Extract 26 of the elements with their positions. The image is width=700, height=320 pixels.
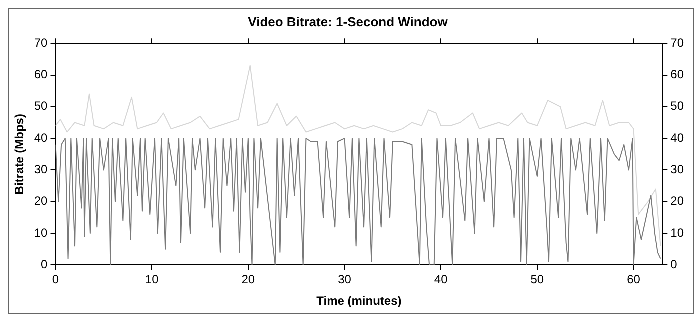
- x-tick-label: 40: [434, 272, 448, 287]
- y-tick-label: 70: [34, 36, 48, 50]
- x-tick-label: 20: [242, 272, 256, 287]
- y2-tick-label: 20: [670, 194, 684, 208]
- y-tick-label: 10: [34, 226, 48, 240]
- x-tick-label: 30: [338, 272, 352, 287]
- y2-tick-label: 10: [670, 226, 684, 240]
- y-tick-label: 0: [41, 258, 48, 272]
- y-tick-label: 60: [34, 68, 48, 82]
- x-tick-label: 10: [145, 272, 160, 287]
- y2-tick-label: 70: [670, 36, 684, 50]
- y-tick-label: 20: [34, 194, 48, 208]
- y-axis-title: Bitrate (Mbps): [12, 114, 27, 195]
- y-tick-label: 30: [34, 162, 48, 177]
- x-tick-label: 60: [627, 272, 641, 287]
- x-axis-title: Time (minutes): [316, 294, 402, 308]
- y-tick-label: 40: [34, 130, 48, 145]
- x-tick-label: 0: [52, 272, 60, 287]
- x-tick-label: 50: [530, 272, 544, 287]
- y2-tick-label: 0: [670, 258, 678, 272]
- chart-title: Video Bitrate: 1-Second Window: [248, 14, 449, 30]
- y2-tick-label: 60: [670, 68, 684, 82]
- y2-tick-label: 30: [670, 162, 684, 177]
- y2-tick-label: 40: [670, 130, 684, 145]
- y-tick-label: 50: [34, 99, 48, 114]
- y2-tick-label: 50: [670, 99, 684, 114]
